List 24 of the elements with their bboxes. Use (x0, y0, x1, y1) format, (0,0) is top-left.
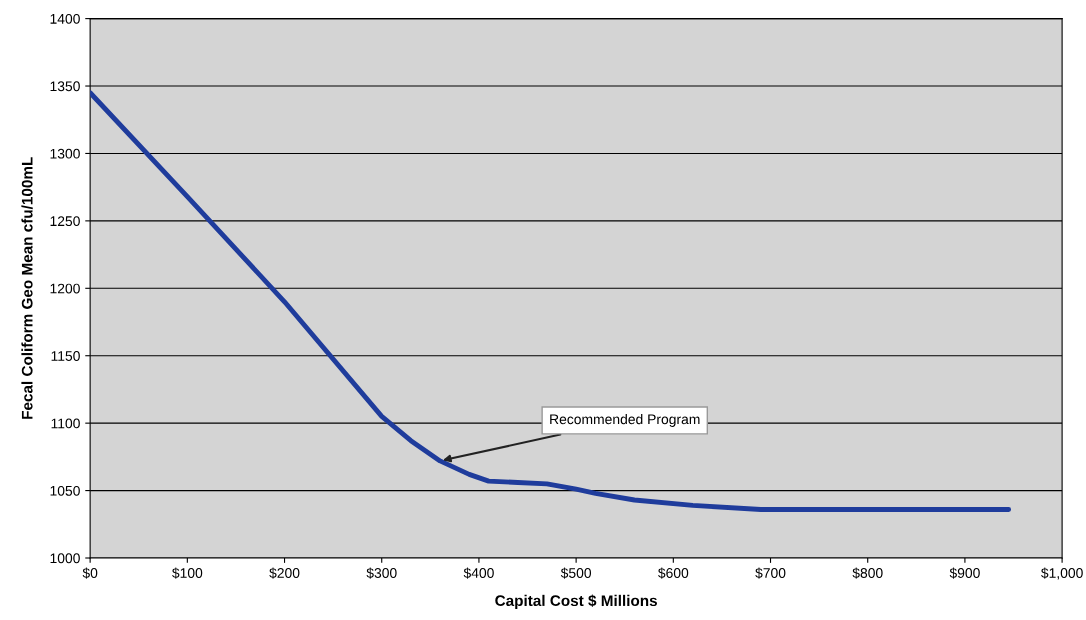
y-tick-label: 1250 (50, 216, 80, 227)
y-tick-label: 1400 (50, 13, 80, 24)
x-tick-label: $700 (755, 567, 786, 579)
line-series (90, 90, 1012, 512)
x-tick-label: $100 (172, 567, 203, 579)
y-tick-label: 1000 (50, 553, 80, 564)
x-axis-title: Capital Cost $ Millions (495, 594, 657, 610)
x-tick-label: $900 (949, 567, 980, 579)
y-tick-label: 1350 (50, 81, 80, 92)
x-tick-label: $500 (560, 567, 592, 579)
x-tick-label: $800 (852, 567, 883, 579)
y-tick-label: 1200 (50, 283, 80, 294)
y-axis-title: Fecal Coliform Geo Mean cfu/100mL (21, 157, 33, 419)
x-tick-label: $400 (463, 567, 494, 579)
x-tick-label: $0 (82, 567, 98, 579)
x-tick-label: $1,000 (1041, 567, 1083, 580)
x-tick-label: $200 (269, 567, 300, 579)
y-tick-label: 1150 (51, 351, 80, 361)
y-tick-label: 1100 (51, 418, 80, 429)
y-tick-label: 1300 (50, 148, 80, 159)
annotation: Recommended Program (550, 413, 700, 427)
x-tick-label: $600 (658, 567, 689, 579)
x-tick-label: $300 (366, 567, 397, 579)
y-tick-label: 1050 (50, 485, 80, 496)
